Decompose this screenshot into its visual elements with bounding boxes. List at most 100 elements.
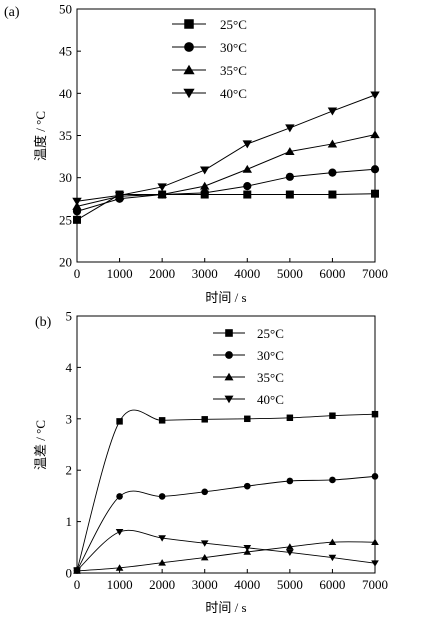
panel-a-series-35°C	[72, 130, 380, 210]
data-point	[199, 166, 210, 175]
panel-a-xtick-label: 5000	[277, 266, 303, 281]
legend-item: 25°C	[172, 17, 247, 32]
legend-label: 40°C	[257, 392, 284, 407]
legend-marker	[183, 88, 195, 99]
panel-a-xtick-label: 2000	[149, 266, 175, 281]
data-point	[285, 147, 295, 156]
panel-b-xlabel: 时间 / s	[205, 600, 246, 615]
data-point	[157, 190, 167, 199]
series-line	[76, 541, 376, 572]
legend-item: 40°C	[213, 392, 284, 407]
legend-label: 30°C	[220, 40, 247, 55]
data-point	[116, 493, 123, 500]
data-point	[243, 482, 251, 490]
panel-a-ytick-label: 25	[59, 212, 72, 227]
legend-item: 30°C	[172, 40, 247, 55]
legend-item: 35°C	[172, 63, 247, 78]
data-point	[370, 130, 380, 139]
series-line	[76, 529, 376, 571]
series-line	[76, 94, 376, 202]
panel-a-ytick-label: 50	[59, 2, 72, 17]
legend-label: 35°C	[220, 63, 247, 78]
data-point	[114, 191, 125, 200]
panel-a: (a) 温度 / °C 时间 / s	[4, 5, 247, 305]
panel-a-series-40°C	[72, 91, 380, 206]
panel-b-ylabel: 温差 / °C	[33, 420, 48, 470]
panel-b-xtick-label: 3000	[192, 577, 218, 592]
data-point	[158, 417, 166, 424]
panel-b-ytick-label: 4	[66, 360, 73, 375]
data-point	[243, 190, 252, 199]
panel-a-ytick-label: 30	[59, 170, 72, 185]
panel-b: (b) 温差 / °C 时间 / s	[33, 315, 247, 615]
data-point	[72, 197, 82, 206]
data-point	[370, 165, 380, 174]
panel-b-ytick-label: 3	[66, 411, 73, 426]
panel-a-xtick-label: 1000	[107, 266, 133, 281]
data-point	[371, 473, 379, 480]
panel-a-xtick-label: 0	[74, 266, 81, 281]
data-point	[243, 548, 252, 555]
data-point	[115, 564, 124, 571]
data-point	[328, 538, 337, 546]
data-point	[285, 172, 294, 181]
data-point	[286, 414, 294, 422]
data-point	[201, 416, 208, 423]
data-point	[371, 410, 379, 418]
legend-item: 30°C	[213, 348, 284, 363]
data-point	[243, 182, 252, 191]
data-point	[242, 140, 253, 149]
data-point	[72, 201, 82, 210]
data-point	[158, 493, 166, 500]
data-point	[285, 124, 295, 133]
legend-item: 25°C	[213, 326, 284, 341]
data-point	[115, 529, 124, 536]
panel-b-frame	[76, 315, 376, 574]
legend-marker	[184, 19, 194, 29]
data-point	[244, 415, 251, 423]
data-point	[328, 190, 337, 199]
panel-a-xtick-label: 3000	[192, 266, 218, 281]
data-point	[329, 412, 336, 419]
panel-a-xtick-label: 7000	[362, 266, 388, 281]
panel-b-xtick-label: 4000	[234, 577, 260, 592]
panel-b-series-40°C	[73, 529, 379, 574]
panel-a-xtick-label: 6000	[319, 266, 345, 281]
panel-b-ytick-label: 5	[66, 309, 73, 324]
legend-marker	[184, 42, 194, 52]
data-point	[286, 543, 294, 550]
data-point	[200, 540, 209, 547]
data-point	[286, 477, 294, 485]
panel-b-xtick-label: 2000	[149, 577, 175, 592]
data-point	[201, 488, 209, 496]
data-point	[327, 107, 338, 116]
data-point	[199, 181, 210, 190]
data-point	[371, 538, 379, 546]
data-point	[200, 188, 209, 197]
panel-b-ytick-label: 0	[66, 566, 73, 581]
panel-a-ytick-label: 40	[59, 86, 72, 101]
data-point	[328, 168, 337, 177]
panel-b-ytick-label: 2	[66, 463, 73, 478]
data-point	[371, 189, 379, 198]
panel-b-legend: 25°C 30°C 35°C 40°C	[213, 326, 284, 407]
legend-label: 40°C	[220, 86, 247, 101]
series-line	[76, 409, 376, 571]
panel-b-xtick-label: 5000	[277, 577, 303, 592]
legend-label: 35°C	[257, 370, 284, 385]
panel-b-xtick-label: 6000	[319, 577, 345, 592]
panel-a-label: (a)	[4, 5, 20, 20]
data-point	[327, 139, 338, 148]
panel-a-plot: 0 1000 2000 3000 4000 5000 6000 7000 20 25 30 35 40 4…	[59, 2, 388, 282]
panel-a-xtick-label: 4000	[234, 266, 260, 281]
data-point	[285, 190, 294, 199]
legend-marker	[224, 372, 234, 381]
data-point	[243, 544, 252, 552]
panel-b-plot: 0 1000 2000 3000 4000 5000 6000 7000 0 1 2 3 4 5 25°C 3…	[66, 309, 389, 593]
legend-item: 35°C	[213, 370, 284, 385]
panel-a-ylabel: 温度 / °C	[33, 111, 48, 161]
legend-marker	[225, 351, 233, 359]
panel-b-xtick-label: 1000	[107, 577, 133, 592]
panel-b-label: (b)	[35, 315, 52, 330]
legend-label: 25°C	[257, 326, 284, 341]
